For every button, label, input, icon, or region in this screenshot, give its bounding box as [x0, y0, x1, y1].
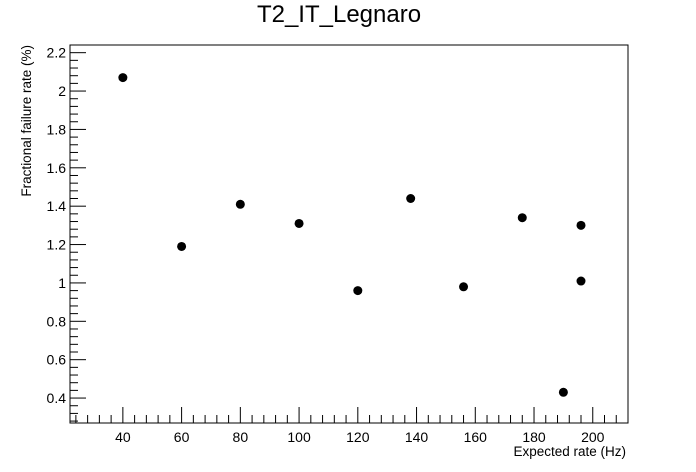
y-tick-label: 1.2 [47, 237, 67, 253]
x-tick-label: 200 [581, 429, 605, 445]
y-axis-ticks [70, 44, 86, 422]
x-tick-label: 40 [115, 429, 131, 445]
y-tick-label: 0.4 [47, 390, 67, 406]
y-tick-label: 1 [58, 275, 66, 291]
y-tick-label: 1.6 [47, 160, 67, 176]
data-point [558, 387, 568, 397]
x-axis-tick-labels: 40 60 80 100 120 140 160 180 200 [115, 429, 605, 445]
data-point [177, 241, 187, 251]
data-point [235, 199, 245, 209]
data-point [576, 220, 586, 230]
y-tick-label: 0.6 [47, 352, 67, 368]
y-tick-label: 2 [58, 83, 66, 99]
x-tick-label: 160 [464, 429, 488, 445]
x-tick-label: 180 [522, 429, 546, 445]
chart-title: T2_IT_Legnaro [257, 1, 421, 28]
y-tick-label: 1.8 [47, 121, 67, 137]
x-tick-label: 80 [233, 429, 249, 445]
x-axis-ticks [75, 407, 629, 423]
data-points [118, 73, 586, 397]
data-point [118, 73, 128, 83]
y-tick-label: 0.8 [47, 313, 67, 329]
x-axis-title: Expected rate (Hz) [513, 444, 626, 459]
x-tick-label: 120 [346, 429, 370, 445]
y-axis-title: Fractional failure rate (%) [19, 45, 34, 197]
x-tick-label: 100 [287, 429, 311, 445]
x-tick-label: 60 [174, 429, 190, 445]
data-point [294, 218, 304, 228]
y-axis-tick-labels: 0.4 0.6 0.8 1 1.2 1.4 1.6 1.8 2 2.2 [47, 45, 67, 406]
plot-frame [69, 44, 629, 424]
data-point [459, 282, 469, 292]
data-point [576, 276, 586, 286]
x-tick-label: 140 [405, 429, 429, 445]
y-tick-label: 1.4 [47, 198, 67, 214]
y-tick-label: 2.2 [47, 45, 67, 61]
data-point [406, 194, 416, 204]
data-point [517, 213, 527, 223]
data-point [353, 286, 363, 296]
